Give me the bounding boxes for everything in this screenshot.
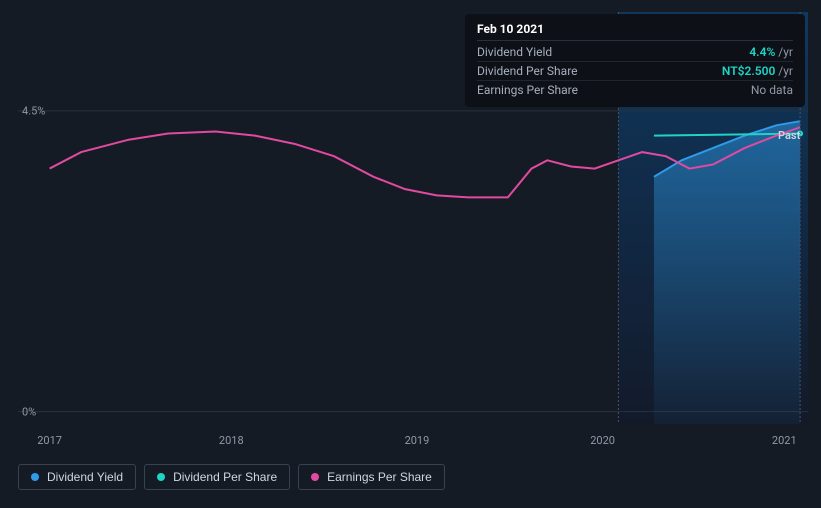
- tooltip-row-value: NT$2.500 /yr: [722, 64, 793, 78]
- tooltip: Feb 10 2021 Dividend Yield4.4% /yrDivide…: [465, 14, 805, 107]
- legend: Dividend Yield Dividend Per Share Earnings…: [18, 464, 445, 490]
- legend-item-label: Dividend Yield: [47, 470, 123, 484]
- x-tick-label: 2017: [37, 434, 62, 447]
- tooltip-row: Earnings Per Share No data: [477, 81, 793, 99]
- tooltip-row-value: No data: [751, 83, 793, 97]
- tooltip-row-label: Dividend Yield: [477, 45, 552, 59]
- x-tick-label: 2020: [590, 434, 615, 447]
- tooltip-date: Feb 10 2021: [477, 22, 793, 41]
- legend-item-earnings-per-share[interactable]: Earnings Per Share: [298, 464, 445, 490]
- x-tick-label: 2019: [405, 434, 430, 447]
- legend-dot-icon: [311, 473, 319, 481]
- tooltip-row: Dividend Per Share NT$2.500 /yr: [477, 62, 793, 81]
- legend-dot-icon: [157, 473, 165, 481]
- y-tick-label: 0%: [22, 405, 36, 418]
- tooltip-rows: Dividend Yield 4.4% /yr Dividend Per Share…: [477, 43, 793, 99]
- tooltip-row-value: 4.4% /yr: [749, 45, 793, 59]
- dividend-yield-area: [654, 121, 800, 424]
- legend-dot-icon: [31, 473, 39, 481]
- tooltip-row: Dividend Yield 4.4% /yr: [477, 43, 793, 62]
- past-label: Past: [778, 129, 800, 142]
- x-tick-label: 2021: [772, 434, 797, 447]
- x-tick-label: 2018: [219, 434, 244, 447]
- y-tick-label: 4.5%: [22, 104, 45, 117]
- legend-item-dividend-per-share[interactable]: Dividend Per Share: [144, 464, 290, 490]
- legend-item-label: Earnings Per Share: [327, 470, 432, 484]
- legend-item-dividend-yield[interactable]: Dividend Yield: [18, 464, 136, 490]
- tooltip-row-label: Dividend Per Share: [477, 64, 578, 78]
- tooltip-row-label: Earnings Per Share: [477, 83, 578, 97]
- dividend-chart: 0% 4.5% 2017 2018 2019 2020 2021 Past Feb 10 …: [0, 0, 821, 508]
- legend-item-label: Dividend Per Share: [173, 470, 277, 484]
